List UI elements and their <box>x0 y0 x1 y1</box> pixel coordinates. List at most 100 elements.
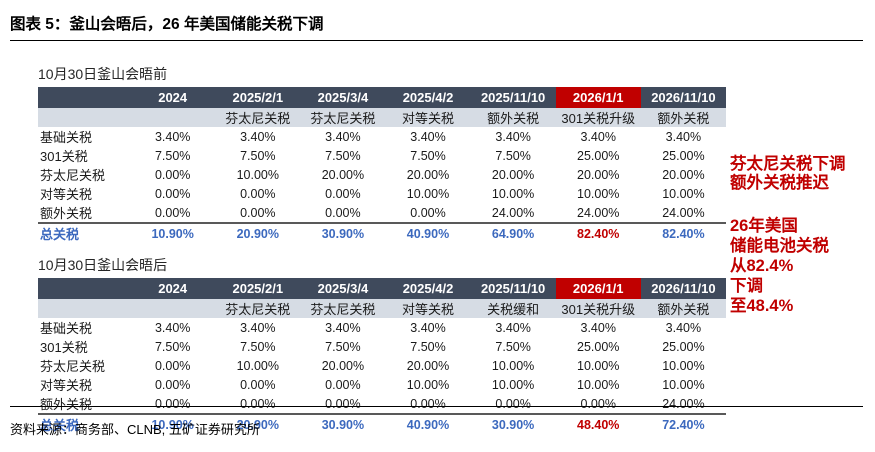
tariff-value-cell: 0.00% <box>154 377 191 392</box>
tariff-value-cell: 0.00% <box>154 167 191 182</box>
tariff-value-cell: 7.50% <box>240 148 276 163</box>
total-row-label: 总关税 <box>38 222 131 243</box>
tariff-value-cell: 0.00% <box>154 396 191 411</box>
date-header-cell: 2025/2/1 <box>215 87 301 108</box>
tariff-type-subheader-cell: 301关税升级 <box>555 299 641 318</box>
tariff-type-subheader-cell: 芬太尼关税 <box>215 108 301 127</box>
tariff-value-cell: 0.00% <box>240 186 276 201</box>
tariff-data-row: 芬太尼关税 0.00% 10.00% 20.00% 20.00% 10.00% 10.00%… <box>38 356 726 375</box>
total-value-cell: 82.40% <box>555 222 641 243</box>
tariff-value-cell: 25.00% <box>662 148 705 163</box>
tariff-value-cell: 3.40% <box>495 320 531 335</box>
corner-cell <box>38 278 131 299</box>
row-label: 301关税 <box>40 149 88 164</box>
tariff-value-cell: 3.40% <box>580 129 616 144</box>
tariff-value-cell: 0.00% <box>325 396 361 411</box>
annotation-line: 26年美国 <box>730 217 798 235</box>
tariff-value-cell: 24.00% <box>662 205 705 220</box>
date-header-cell: 2025/2/1 <box>215 278 301 299</box>
tariff-value-cell: 0.00% <box>580 396 616 411</box>
title-divider <box>10 40 863 41</box>
row-label: 额外关税 <box>40 206 93 221</box>
tariff-value-cell: 10.00% <box>491 358 535 373</box>
tariff-value-cell: 7.50% <box>325 339 361 354</box>
tariff-value-cell: 0.00% <box>154 186 191 201</box>
tariff-value-cell: 20.00% <box>406 358 450 373</box>
tariff-value-cell: 0.00% <box>325 205 361 220</box>
table-caption-before: 10月30日釜山会晤前 <box>38 66 168 82</box>
tariff-type-subheader-cell: 芬太尼关税 <box>300 299 386 318</box>
tariff-data-row: 基础关税 3.40% 3.40% 3.40% 3.40% 3.40% 3.40% 3.40% <box>38 318 726 337</box>
date-header-cell: 2026/11/10 <box>640 87 726 108</box>
tariff-value-cell: 3.40% <box>410 129 446 144</box>
tables-area: 10月30日釜山会晤前 2024 2025/2/1 2025/3/4 2025/4/2… <box>38 64 730 434</box>
date-header-cell: 2025/11/10 <box>470 278 556 299</box>
tariff-data-row: 对等关税 0.00% 0.00% 0.00% 10.00% 10.00% 10.00% 10.… <box>38 375 726 394</box>
date-header-cell: 2024 <box>130 278 216 299</box>
date-header-cell: 2026/1/1 <box>555 278 641 299</box>
tariff-value-cell: 7.50% <box>325 148 361 163</box>
total-value-cell: 10.90% <box>130 413 216 434</box>
footer-divider <box>10 406 863 407</box>
total-value-cell: 10.90% <box>130 222 216 243</box>
tariff-type-subheader-cell <box>38 108 131 127</box>
table-section-before-meeting: 10月30日釜山会晤前 2024 2025/2/1 2025/3/4 2025/4/2… <box>38 64 730 243</box>
tariff-value-cell: 10.00% <box>577 377 620 392</box>
tariff-type-subheader-cell: 关税缓和 <box>470 299 556 318</box>
tariff-data-row: 301关税 7.50% 7.50% 7.50% 7.50% 7.50% 25.00% 25.0… <box>38 337 726 356</box>
date-header-cell: 2026/11/10 <box>640 278 726 299</box>
corner-cell <box>38 87 131 108</box>
total-row: 总关税 10.90% 20.90% 30.90% 40.90% 64.90% 82.40% 8… <box>38 222 726 243</box>
row-label: 额外关税 <box>40 397 93 412</box>
total-value-cell: 48.40% <box>555 413 641 434</box>
tariff-value-cell: 7.50% <box>410 339 446 354</box>
table-section-after-meeting: 10月30日釜山会晤后 2024 2025/2/1 2025/3/4 2025/4/2… <box>38 255 730 434</box>
date-header-cell: 2025/3/4 <box>300 87 386 108</box>
date-header-cell: 2025/3/4 <box>300 278 386 299</box>
tariff-value-cell: 0.00% <box>240 205 276 220</box>
tariff-value-cell: 10.00% <box>491 377 535 392</box>
tariff-value-cell: 3.40% <box>325 129 361 144</box>
tariff-type-subheader-cell <box>130 108 216 127</box>
tariff-value-cell: 0.00% <box>495 396 531 411</box>
tariff-type-subheader-cell: 301关税升级 <box>555 108 641 127</box>
tariff-type-subheader-cell: 额外关税 <box>470 108 556 127</box>
tariff-table-before: 2024 2025/2/1 2025/3/4 2025/4/2 2025/11/10 20… <box>38 87 726 243</box>
annotation-fentanyl-tariff-cut: 芬太尼关税下调 额外关税推迟 <box>730 155 875 193</box>
tariff-value-cell: 7.50% <box>154 148 191 163</box>
tariff-value-cell: 24.00% <box>577 205 620 220</box>
date-header-cell: 2024 <box>130 87 216 108</box>
total-value-cell: 72.40% <box>640 413 726 434</box>
tariff-value-cell: 0.00% <box>240 396 276 411</box>
date-header-cell: 2025/11/10 <box>470 87 556 108</box>
tariff-value-cell: 10.00% <box>577 186 620 201</box>
tariff-value-cell: 10.00% <box>236 358 279 373</box>
tariff-value-cell: 0.00% <box>154 205 191 220</box>
tariff-value-cell: 0.00% <box>154 358 191 373</box>
row-label: 301关税 <box>40 340 88 355</box>
tariff-data-row: 对等关税 0.00% 0.00% 0.00% 10.00% 10.00% 10.00% 10.… <box>38 184 726 203</box>
tariff-data-row: 基础关税 3.40% 3.40% 3.40% 3.40% 3.40% 3.40% 3.40% <box>38 127 726 146</box>
tariff-value-cell: 20.00% <box>491 167 535 182</box>
tariff-value-cell: 10.00% <box>662 377 705 392</box>
tariff-data-row: 芬太尼关税 0.00% 10.00% 20.00% 20.00% 20.00% 20.00%… <box>38 165 726 184</box>
tariff-value-cell: 7.50% <box>240 339 276 354</box>
tariff-value-cell: 10.00% <box>406 186 450 201</box>
tariff-type-subheader-cell <box>130 299 216 318</box>
tariff-value-cell: 10.00% <box>491 186 535 201</box>
table-caption-after: 10月30日釜山会晤后 <box>38 257 168 273</box>
row-label: 基础关税 <box>40 130 93 145</box>
tariff-value-cell: 25.00% <box>577 148 620 163</box>
row-label: 芬太尼关税 <box>40 359 106 374</box>
tariff-type-subheader-row: 芬太尼关税 芬太尼关税 对等关税 额外关税 301关税升级 额外关税 <box>38 108 726 127</box>
tariff-value-cell: 3.40% <box>154 129 191 144</box>
tariff-type-subheader-row: 芬太尼关税 芬太尼关税 对等关税 关税缓和 301关税升级 额外关税 <box>38 299 726 318</box>
date-header-cell: 2025/4/2 <box>385 87 471 108</box>
tariff-value-cell: 7.50% <box>495 148 531 163</box>
tariff-value-cell: 20.00% <box>321 358 365 373</box>
tariff-table-after: 2024 2025/2/1 2025/3/4 2025/4/2 2025/11/10 20… <box>38 278 726 434</box>
tariff-value-cell: 3.40% <box>410 320 446 335</box>
total-value-cell: 30.90% <box>300 222 386 243</box>
annotation-line: 至48.4% <box>730 297 794 315</box>
